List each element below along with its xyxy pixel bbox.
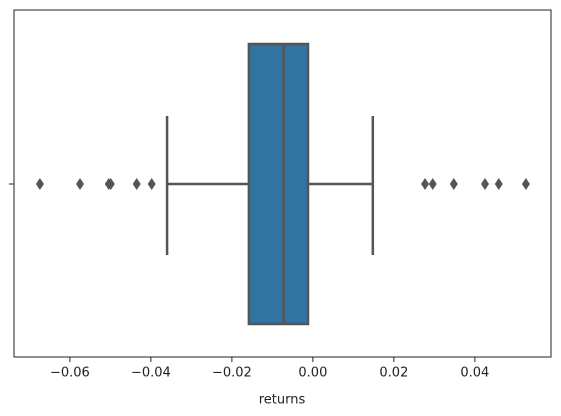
box — [247, 42, 310, 326]
outlier — [494, 178, 503, 190]
outlier — [421, 178, 430, 190]
outlier — [35, 178, 44, 190]
outlier — [480, 178, 489, 190]
x-axis-label: returns — [259, 393, 306, 408]
outlier — [106, 178, 115, 190]
outlier — [521, 178, 530, 190]
x-tick-label: −0.02 — [212, 366, 252, 381]
outlier — [76, 178, 85, 190]
outlier — [147, 178, 156, 190]
x-tick-label: 0.00 — [298, 366, 327, 381]
outlier — [132, 178, 141, 190]
x-tick-label: 0.02 — [379, 366, 408, 381]
x-tick-label: −0.04 — [131, 366, 171, 381]
outlier — [428, 178, 437, 190]
outlier — [449, 178, 458, 190]
x-tick-label: 0.04 — [460, 366, 489, 381]
x-tick-label: −0.06 — [50, 366, 90, 381]
